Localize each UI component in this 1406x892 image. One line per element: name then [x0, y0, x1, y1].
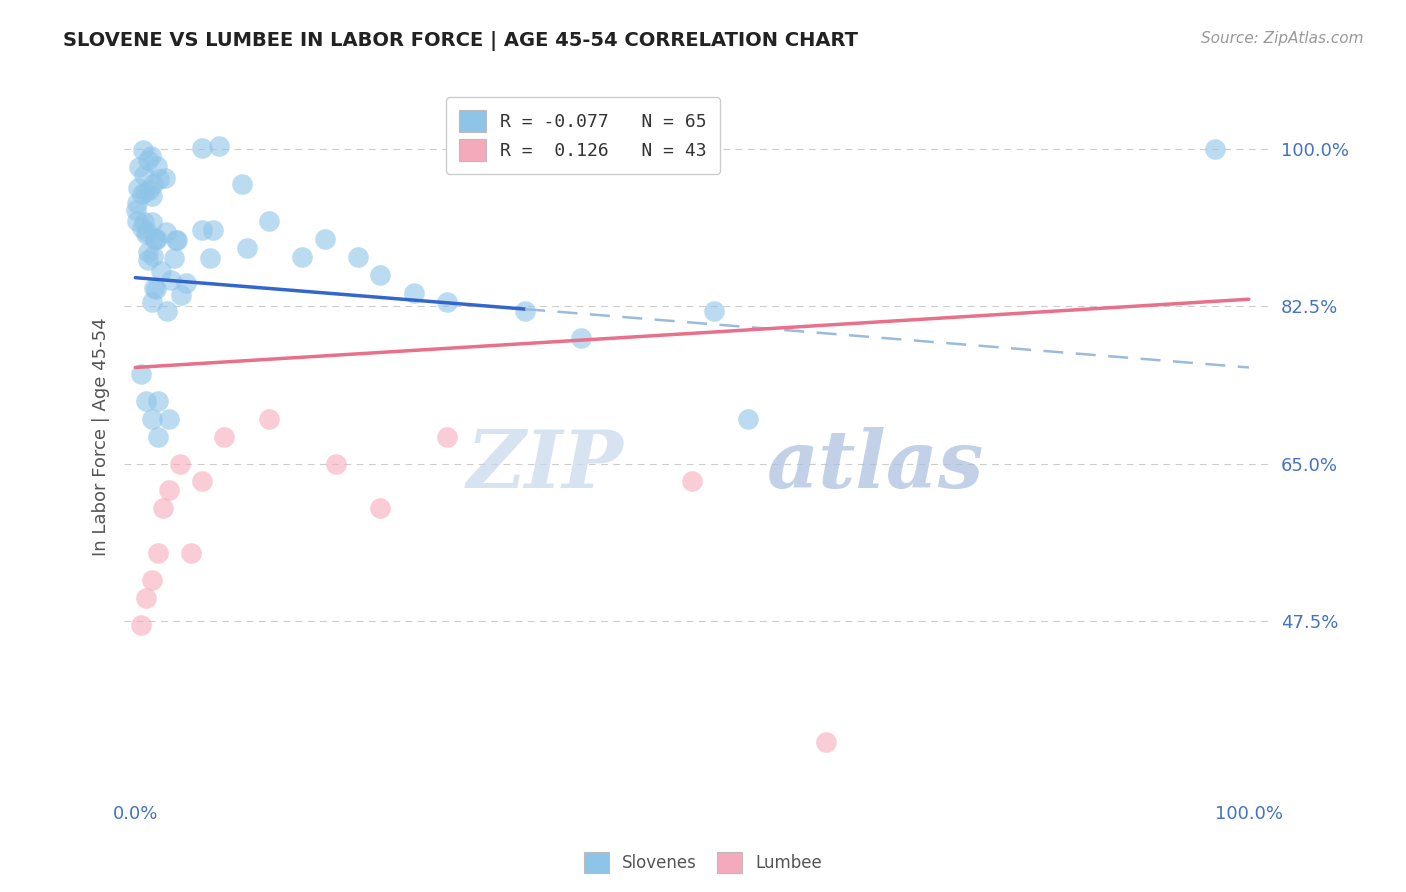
Point: [513, 304, 536, 318]
Point: [170, 288, 193, 302]
Point: [135, 591, 157, 606]
Point: [681, 475, 703, 489]
Point: [135, 227, 157, 242]
Point: [436, 429, 458, 443]
Point: [146, 429, 169, 443]
Point: [347, 250, 370, 264]
Point: [129, 618, 152, 632]
Point: [569, 331, 592, 345]
Point: [368, 268, 391, 282]
Point: [142, 178, 165, 192]
Point: [141, 411, 163, 425]
Point: [134, 168, 156, 182]
Point: [129, 367, 152, 381]
Point: [146, 393, 169, 408]
Point: [1204, 142, 1226, 156]
Point: [141, 294, 163, 309]
Y-axis label: In Labor Force | Age 45-54: In Labor Force | Age 45-54: [93, 318, 110, 556]
Point: [202, 223, 225, 237]
Point: [141, 188, 163, 202]
Point: [163, 251, 186, 265]
Point: [125, 202, 148, 217]
Point: [214, 429, 236, 443]
Point: [191, 223, 214, 237]
Point: [169, 457, 191, 471]
Point: [402, 285, 425, 300]
Point: [257, 214, 280, 228]
Point: [136, 245, 159, 260]
Point: [148, 171, 170, 186]
Point: [235, 241, 257, 255]
Point: [368, 501, 391, 516]
Point: [157, 483, 180, 498]
Text: atlas: atlas: [766, 426, 984, 504]
Point: [142, 248, 165, 262]
Point: [180, 546, 202, 560]
Text: ZIP: ZIP: [467, 426, 623, 504]
Text: SLOVENE VS LUMBEE IN LABOR FORCE | AGE 45-54 CORRELATION CHART: SLOVENE VS LUMBEE IN LABOR FORCE | AGE 4…: [63, 31, 858, 51]
Point: [149, 264, 172, 278]
Point: [146, 159, 169, 173]
Point: [166, 234, 188, 248]
Point: [703, 304, 725, 318]
Point: [165, 233, 187, 247]
Point: [131, 221, 153, 235]
Point: [136, 225, 159, 239]
Point: [143, 280, 166, 294]
Point: [145, 281, 167, 295]
Point: [131, 143, 153, 157]
Point: [152, 501, 174, 516]
Point: [191, 475, 214, 489]
Point: [208, 139, 231, 153]
Legend: Slovenes, Lumbee: Slovenes, Lumbee: [578, 846, 828, 880]
Point: [136, 153, 159, 167]
Point: [325, 457, 347, 471]
Text: Source: ZipAtlas.com: Source: ZipAtlas.com: [1201, 31, 1364, 46]
Point: [141, 149, 163, 163]
Point: [141, 215, 163, 229]
Point: [291, 250, 314, 264]
Point: [814, 735, 837, 749]
Legend: R = -0.077   N = 65, R =  0.126   N = 43: R = -0.077 N = 65, R = 0.126 N = 43: [446, 97, 720, 174]
Point: [191, 141, 214, 155]
Point: [143, 233, 166, 247]
Point: [134, 185, 156, 199]
Point: [157, 411, 180, 425]
Point: [127, 214, 149, 228]
Point: [174, 276, 197, 290]
Point: [160, 273, 183, 287]
Point: [198, 251, 221, 265]
Point: [231, 178, 253, 192]
Point: [156, 303, 179, 318]
Point: [257, 411, 280, 425]
Point: [146, 232, 169, 246]
Point: [143, 231, 166, 245]
Point: [146, 546, 169, 560]
Point: [132, 215, 155, 229]
Point: [128, 161, 150, 175]
Point: [136, 252, 159, 267]
Point: [131, 187, 153, 202]
Point: [127, 181, 149, 195]
Point: [155, 225, 177, 239]
Point: [153, 171, 176, 186]
Point: [737, 411, 759, 425]
Point: [135, 393, 157, 408]
Point: [314, 232, 336, 246]
Point: [141, 574, 163, 588]
Point: [436, 294, 458, 309]
Point: [127, 195, 149, 210]
Point: [138, 183, 160, 197]
